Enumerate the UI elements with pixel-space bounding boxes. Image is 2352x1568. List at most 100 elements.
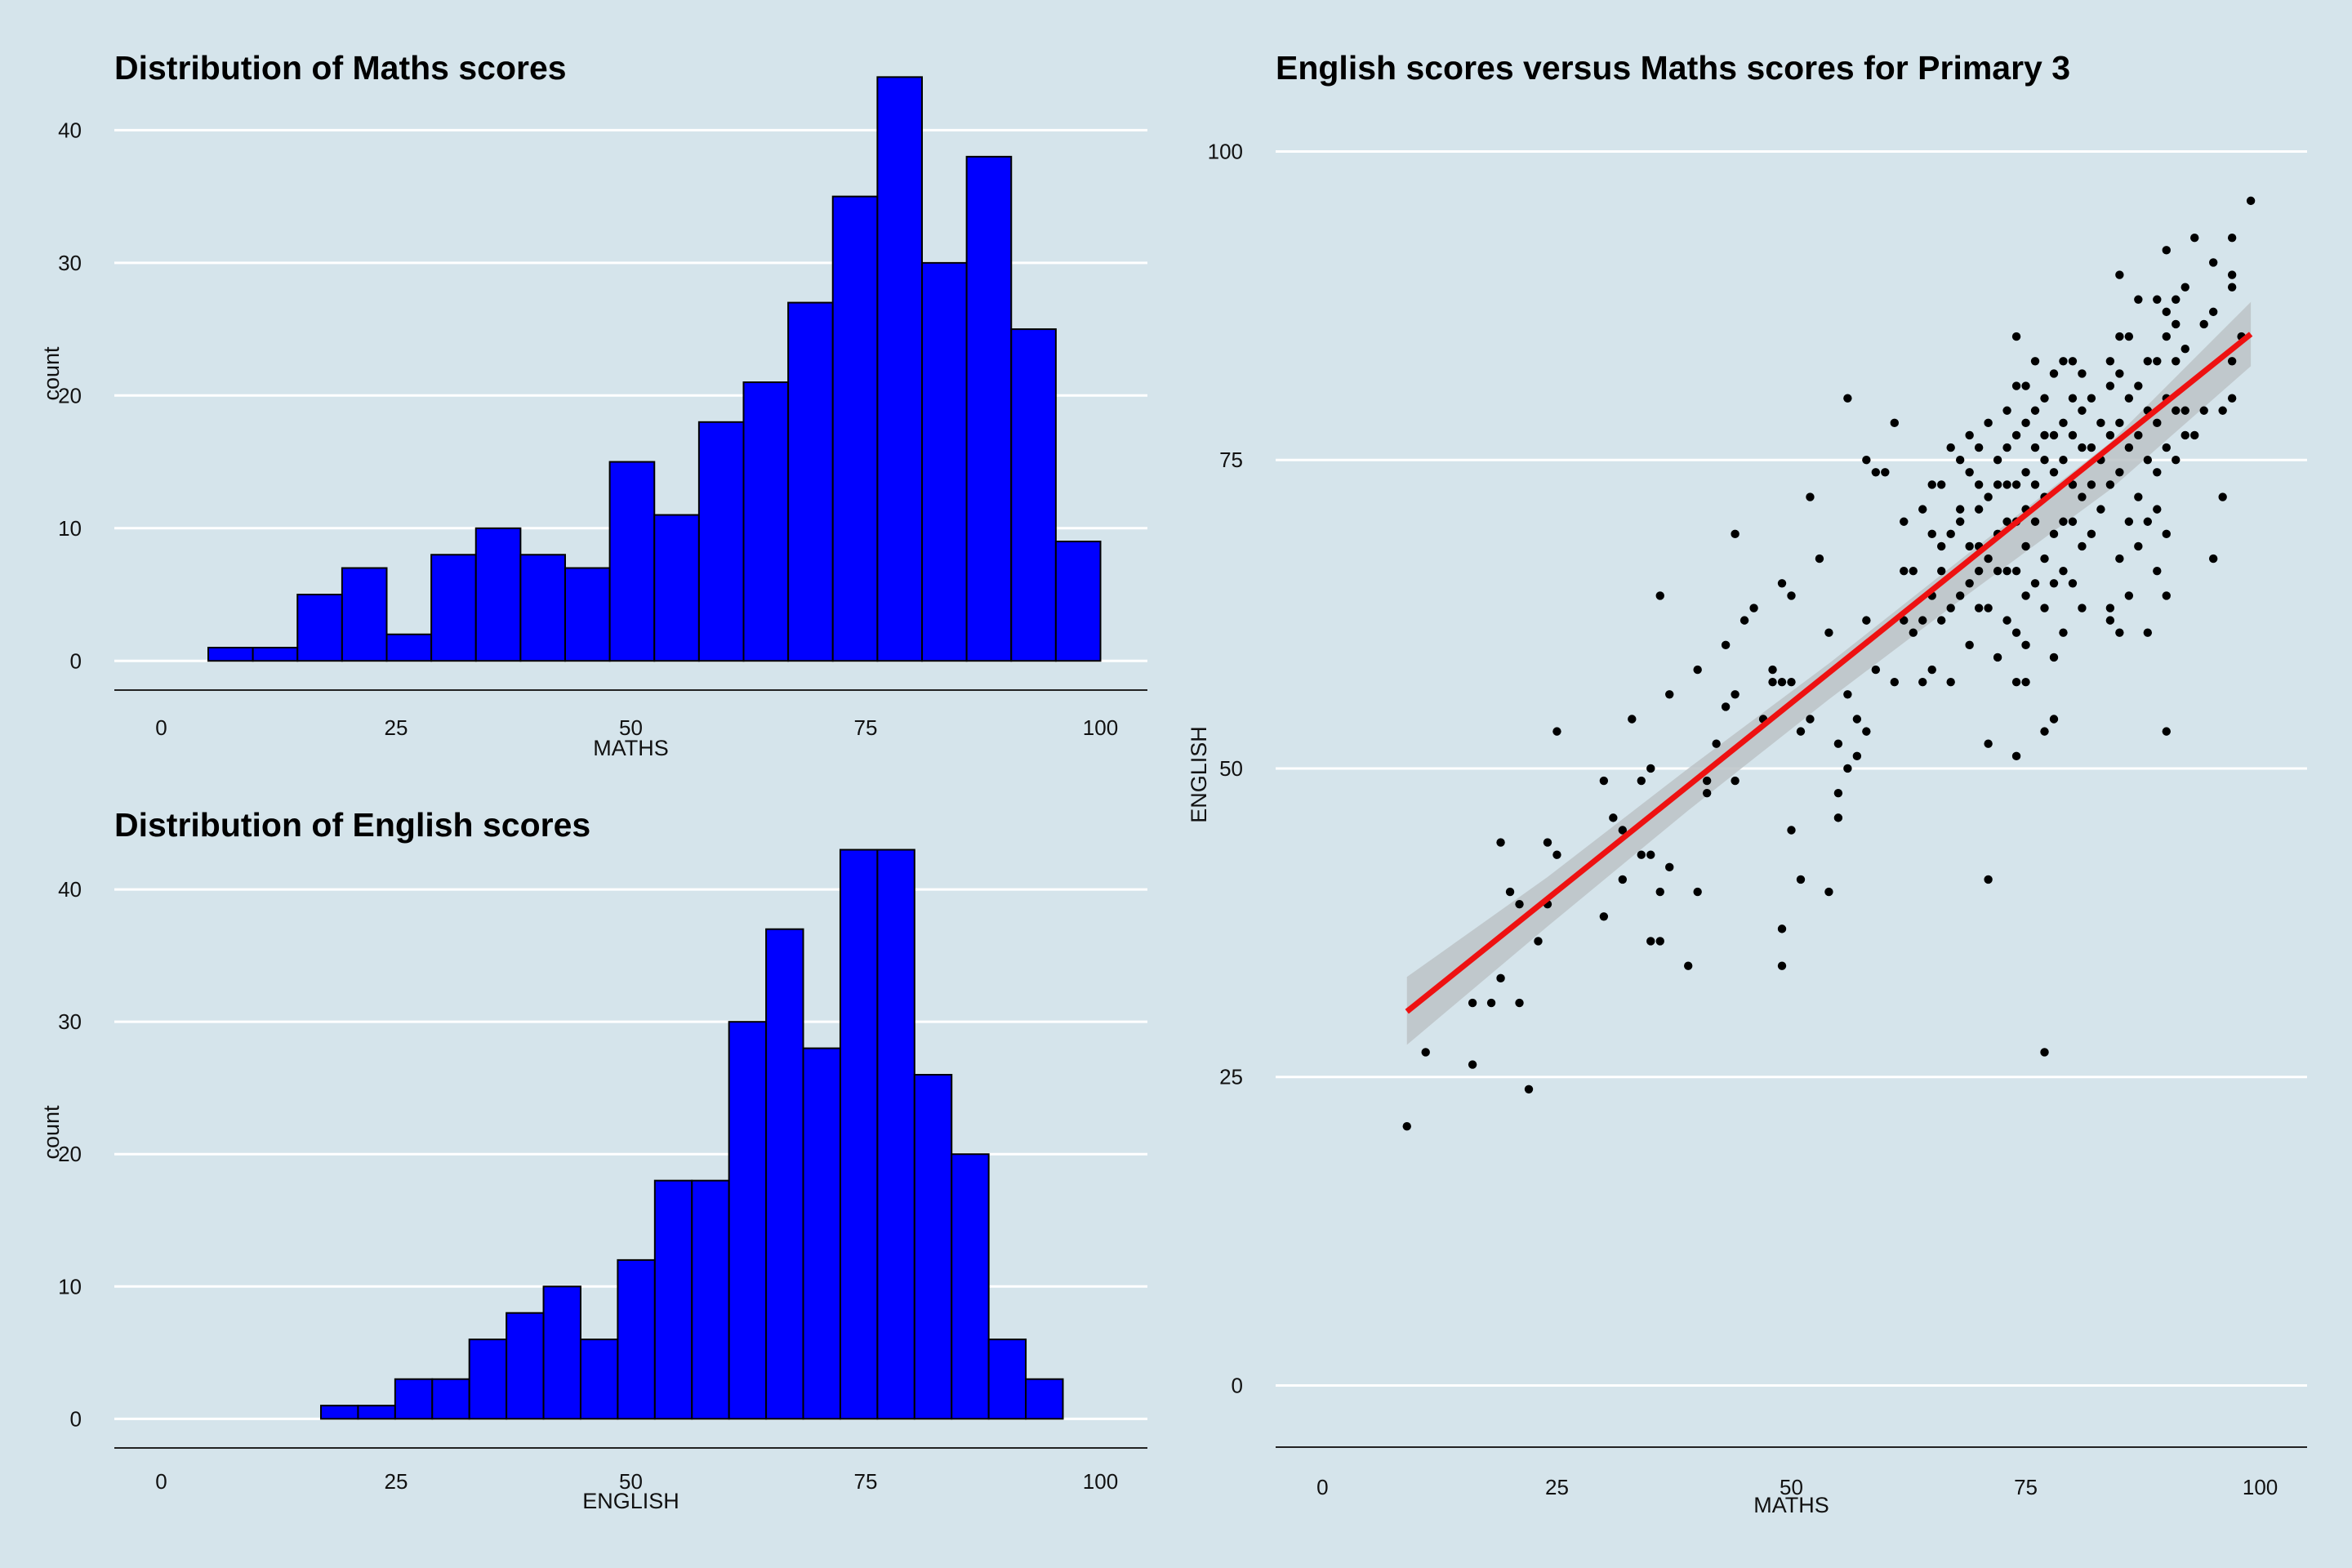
scatter-point <box>2011 677 2021 687</box>
histogram-bar <box>468 1339 508 1420</box>
scatter-point <box>2162 529 2171 539</box>
scatter-point <box>1721 702 1731 711</box>
scatter-point <box>2143 517 2153 526</box>
histogram-bar <box>617 1258 656 1420</box>
scatter-point <box>1937 566 1946 576</box>
scatter-point <box>2143 357 2153 366</box>
scatter-point <box>2002 517 2011 526</box>
scatter-point <box>2115 468 2124 477</box>
x-tick-label: 100 <box>1083 1469 1118 1494</box>
scatter-point <box>2124 591 2134 600</box>
x-tick-label: 100 <box>1083 715 1118 740</box>
scatter-point <box>1515 998 1524 1008</box>
scatter-point <box>2078 604 2087 612</box>
scatter-point <box>2227 270 2237 279</box>
scatter-point <box>2180 406 2189 415</box>
scatter-point <box>2021 468 2030 477</box>
scatter-point <box>1937 480 1946 489</box>
histogram-bar <box>876 76 923 662</box>
scatter-point <box>1843 690 1852 699</box>
scatter-point <box>2059 517 2068 526</box>
histogram-bar <box>1010 328 1057 662</box>
x-tick-label: 75 <box>854 715 878 740</box>
histogram-bar <box>913 1074 953 1420</box>
scatter-point <box>1618 826 1628 835</box>
english-histogram-panel: Distribution of English scores 0 10 20 30 40… <box>0 760 1176 1568</box>
scatter-point <box>2021 677 2030 687</box>
scatter-point <box>2040 604 2049 612</box>
scatter-point <box>1515 899 1524 909</box>
scatter-point <box>1721 640 1731 650</box>
scatter-plot: 0 25 50 75 100 0 25 50 75 100 MATHS ENGLISH <box>1187 139 2307 1517</box>
scatter-point <box>2134 541 2143 551</box>
x-axis-title: MATHS <box>1753 1493 1829 1517</box>
histogram-bar <box>765 928 804 1420</box>
scatter-point <box>1852 715 1862 724</box>
scatter-point <box>2059 628 2068 637</box>
scatter-point <box>2115 554 2124 564</box>
scatter-point <box>2115 628 2124 637</box>
scatter-point <box>1833 788 1843 798</box>
histogram-bar <box>385 633 433 662</box>
scatter-point <box>2078 406 2087 415</box>
scatter-point <box>2162 727 2171 736</box>
histogram-bar <box>320 1405 359 1420</box>
scatter-point <box>1955 517 1965 526</box>
scatter-point <box>2180 430 2189 440</box>
scatter-point <box>1768 665 1777 675</box>
scatter-point <box>1918 616 1927 625</box>
y-tick-label: 30 <box>58 1009 82 1034</box>
scatter-point <box>1796 875 1806 884</box>
scatter-point <box>2040 430 2049 440</box>
scatter-point <box>1890 418 1899 428</box>
histogram-bar <box>921 261 968 662</box>
x-tick-label: 25 <box>1545 1475 1569 1499</box>
scatter-point <box>2011 332 2021 341</box>
scatter-point <box>1740 616 1749 625</box>
histogram-bar <box>691 1179 730 1420</box>
histogram-bar <box>474 527 522 662</box>
scatter-point <box>2143 455 2153 465</box>
x-tick-label: 50 <box>619 715 643 740</box>
scatter-point <box>2096 418 2105 428</box>
scatter-point <box>2190 430 2199 440</box>
english-histogram: 0 10 20 30 40 0 25 50 75 100 ENGLISH count <box>39 849 1147 1513</box>
scatter-point <box>2068 357 2078 366</box>
scatter-panel: English scores versus Maths scores for P… <box>1176 0 2352 1568</box>
scatter-point <box>1900 566 1909 576</box>
x-tick-label: 75 <box>854 1469 878 1494</box>
scatter-point <box>2059 566 2068 576</box>
x-tick-label: 25 <box>385 1469 408 1494</box>
scatter-point <box>1909 628 1918 637</box>
scatter-point <box>2105 480 2115 489</box>
scatter-point <box>2021 381 2030 390</box>
scatter-point <box>1712 739 1721 748</box>
maths-histogram: 0 10 20 30 40 0 25 50 75 100 MATHS count <box>39 76 1147 760</box>
scatter-point <box>2030 443 2040 452</box>
x-tick-label: 50 <box>619 1469 643 1494</box>
scatter-point <box>1946 604 1955 612</box>
scatter-point <box>2011 751 2021 761</box>
histogram-bar <box>728 1021 768 1420</box>
scatter-point <box>1965 541 1974 551</box>
scatter-point <box>2199 406 2208 415</box>
histogram-bar <box>653 514 700 662</box>
scatter-point <box>2124 394 2134 403</box>
scatter-point <box>2078 443 2087 452</box>
scatter-point <box>2040 727 2049 736</box>
scatter-point <box>2124 443 2134 452</box>
histogram-bar <box>1025 1378 1064 1420</box>
scatter-point <box>1806 492 1815 501</box>
scatter-point <box>1628 715 1637 724</box>
scatter-point <box>2021 640 2030 650</box>
histogram-bar <box>564 567 611 662</box>
scatter-point <box>2115 332 2124 341</box>
histogram-bar <box>876 849 915 1420</box>
x-tick-label: 0 <box>1316 1475 1328 1499</box>
scatter-point <box>2153 295 2162 304</box>
histogram-bar <box>296 594 343 662</box>
x-tick-label: 0 <box>155 715 167 740</box>
scatter-point <box>2068 430 2078 440</box>
scatter-point <box>2153 357 2162 366</box>
